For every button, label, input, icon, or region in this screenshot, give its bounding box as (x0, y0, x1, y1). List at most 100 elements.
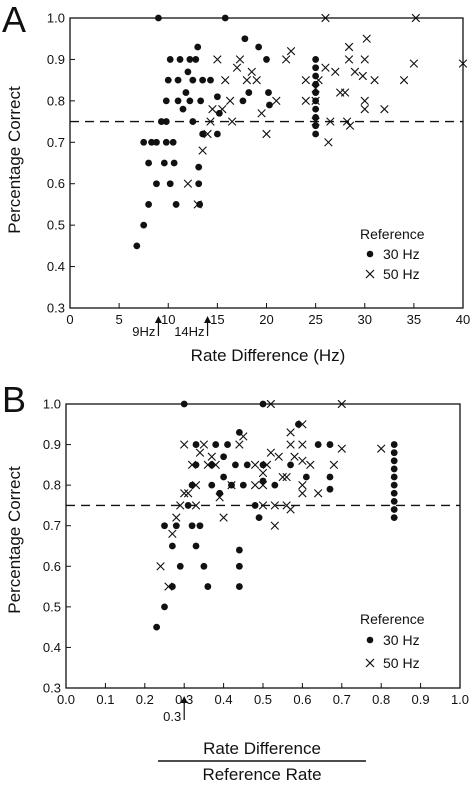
panel-a-x-tick-label: 0 (66, 312, 73, 327)
panel-b-y-tick-label: 0.6 (43, 559, 61, 574)
panel-b-point-30hz (220, 473, 228, 481)
panel-a-point-50hz (344, 42, 354, 52)
panel-a-point-30hz (263, 56, 270, 63)
panel-a-point-30hz (194, 43, 202, 51)
panel-a-point-50hz (203, 129, 212, 139)
panel-b-point-30hz (390, 489, 398, 497)
panel-a-point-30hz (189, 76, 197, 84)
panel-b-point-30hz (390, 506, 398, 513)
panel-b-point-50hz (290, 452, 299, 461)
panel-b-point-50hz (337, 399, 346, 409)
panel-a-point-50hz (321, 63, 330, 72)
panel-a-point-30hz (148, 138, 155, 146)
panel-a-point-30hz (157, 118, 165, 125)
panel-a-x-tick-label: 35 (407, 312, 421, 327)
panel-b-x-tick-label: 0.6 (293, 692, 311, 707)
panel-b-annotation-arrow-icon (180, 696, 188, 703)
panel-a-letter: A (2, 0, 26, 40)
panel-b-point-30hz (390, 497, 398, 505)
panel-a-point-30hz (170, 159, 178, 167)
panel-a-point-50hz (227, 117, 237, 126)
panel-a-point-30hz (312, 105, 320, 113)
panel-a-annotation-arrow-icon (154, 316, 162, 323)
panel-b-x-axis-label-denominator: Reference Rate (202, 765, 321, 784)
panel-b-point-30hz (208, 461, 216, 469)
panel-a-x-tick-label: 30 (358, 312, 372, 327)
panel-b-point-30hz (314, 441, 322, 448)
panel-a-point-50hz (311, 96, 320, 106)
panel-b-point-50hz (270, 501, 280, 510)
panel-b-point-30hz (326, 485, 334, 493)
panel-a-point-50hz (252, 75, 261, 85)
panel-a-y-axis-label: Percentage Correct (5, 86, 24, 234)
panel-a-point-50hz (247, 67, 256, 77)
panel-b-point-30hz (200, 562, 208, 570)
panel-b-point-50hz (377, 444, 386, 453)
panel-b-point-30hz (390, 457, 398, 465)
panel-a-annotation-label: 9Hz (132, 324, 155, 339)
panel-b-point-30hz (204, 583, 212, 590)
panel-a-x-tick-label: 20 (259, 312, 273, 327)
panel-a-point-30hz (153, 138, 160, 146)
panel-a-point-50hz (331, 67, 340, 77)
panel-b-axes: 0.0 0.1 0.2 0.3 0.4 0.5 0.6 0.7 0.8 0.9 1.0 0.3 0.4 0… (43, 397, 469, 725)
panel-a-point-30hz (312, 56, 320, 63)
panel-b-point-30hz (390, 465, 398, 473)
panel-b-point-50hz (266, 448, 276, 457)
panel-b-x-tick-label: 0.8 (372, 692, 390, 707)
panel-a-point-50hz (225, 96, 235, 106)
panel-b-point-30hz (172, 522, 180, 530)
panel-b-x-axis-label-numerator: Rate Difference (203, 739, 321, 758)
panel-b-point-50hz (282, 501, 291, 510)
panel-b-point-50hz (187, 460, 197, 470)
panel-b-point-30hz (243, 461, 251, 469)
panel-b-point-30hz (220, 453, 228, 461)
panel-a-point-50hz (326, 117, 335, 126)
panel-a-point-50hz (193, 200, 202, 209)
panel-b-point-50hz (168, 529, 177, 539)
panel-b-point-30hz (259, 400, 267, 408)
panel-b-point-50hz (258, 480, 268, 490)
panel-b-point-50hz (286, 428, 295, 437)
panel-a-point-30hz (312, 72, 320, 80)
panel-a-x-tick-label: 5 (116, 312, 123, 327)
panel-a-point-50hz (370, 75, 379, 85)
panel-a-point-30hz (155, 14, 162, 22)
panel-a-point-50hz (380, 104, 389, 114)
panel-b-legend-dot-icon (366, 636, 374, 644)
panel-b-point-30hz (235, 546, 243, 554)
panel-a-point-30hz (162, 118, 170, 125)
panel-b-point-30hz (239, 481, 247, 489)
panel-b-point-30hz (232, 461, 239, 469)
panel-b-x-tick-label: 0.4 (215, 692, 233, 707)
panel-b-point-50hz (298, 489, 307, 498)
panel-a-point-50hz (342, 117, 352, 126)
panel-a-point-50hz (350, 67, 360, 77)
panel-b-point-50hz (191, 480, 201, 490)
panel-b-y-tick-label: 0.4 (43, 640, 61, 655)
panel-b-y-axis-label: Percentage Correct (5, 466, 24, 614)
panel-a-point-50hz (213, 55, 222, 64)
panel-a-x-tick-label: 40 (456, 312, 470, 327)
panel-b-point-30hz (192, 461, 200, 469)
panel-b-point-50hz (219, 513, 228, 522)
panel-a-point-30hz (197, 97, 205, 105)
panel-b-point-50hz (203, 460, 213, 470)
panel-a-point-30hz (160, 159, 168, 167)
panel-a-point-50hz (257, 109, 266, 118)
panel-a-x-tick-label: 25 (308, 312, 322, 327)
panel-b-point-50hz (250, 480, 260, 490)
panel-a-point-30hz (133, 242, 141, 250)
panel-a-legend-item-30hz: 30 Hz (383, 246, 420, 262)
panel-a-point-30hz (184, 68, 192, 76)
panel-b-point-50hz (337, 444, 346, 453)
panel-b-point-50hz (180, 489, 189, 498)
panel-a-legend: Reference 30 Hz 50 Hz (360, 226, 425, 282)
panel-b-legend-title: Reference (360, 611, 425, 627)
panel-a-point-30hz (172, 201, 180, 208)
panel-b-point-30hz (390, 449, 398, 457)
panel-a-point-50hz (218, 104, 227, 114)
panel-b-point-50hz (180, 440, 189, 449)
panel-b-point-30hz (192, 441, 200, 448)
panel-b-point-50hz (183, 489, 193, 498)
